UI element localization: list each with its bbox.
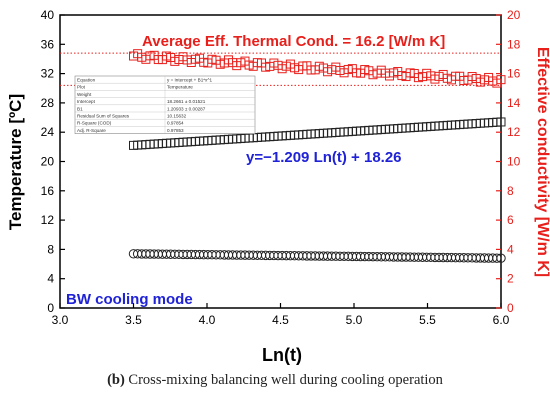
fit-table-value: y = Intercept + B1*x^1 — [167, 78, 213, 83]
x-tick-label: 5.5 — [419, 313, 436, 327]
caption-label: (b) — [107, 372, 125, 388]
y-right-tick-label: 8 — [507, 184, 514, 198]
y-left-tick-label: 32 — [41, 67, 55, 81]
y-right-tick-label: 2 — [507, 272, 514, 286]
y-right-tick-label: 4 — [507, 242, 514, 256]
y-left-tick-label: 16 — [41, 184, 55, 198]
y-right-tick-label: 12 — [507, 125, 521, 139]
fit-table-value: 10.15632 — [167, 114, 187, 119]
fit-table-key: Adj. R-Square — [77, 128, 106, 133]
series-1 — [128, 249, 506, 263]
y-right-tick-label: 14 — [507, 96, 521, 110]
data-point — [496, 75, 506, 85]
y-right-tick-label: 20 — [507, 8, 521, 22]
fit-table-value: 0.97854 — [167, 121, 184, 126]
x-tick-label: 4.0 — [199, 313, 216, 327]
fit-table-key: Residual Sum of Squares — [77, 114, 130, 119]
x-tick-label: 5.0 — [346, 313, 363, 327]
fit-table-value: 1.20933 ± 0.00287 — [167, 106, 206, 111]
fit-table: Equation y = Intercept + B1*x^1 Plot Temper… — [74, 75, 256, 134]
y-left-tick-label: 24 — [41, 125, 55, 139]
y-left-tick-label: 4 — [47, 272, 54, 286]
y-right-tick-label: 16 — [507, 67, 521, 81]
fit-table-value: Temperature — [167, 85, 193, 90]
y-left-tick-label: 20 — [41, 155, 55, 169]
data-point — [496, 253, 506, 263]
fit-table-value: 0.97853 — [167, 128, 184, 133]
fit-equation-annotation: y=−1.209 Ln(t) + 18.26 — [246, 149, 402, 166]
y-axis-left-title: Temperature [ºC] — [6, 94, 25, 230]
y-right-tick-label: 6 — [507, 213, 514, 227]
fit-table-key: R-Square (COD) — [77, 121, 112, 126]
fit-table-key: Weight — [77, 92, 92, 97]
y-left-tick-label: 12 — [41, 213, 55, 227]
y-left-tick-label: 40 — [41, 8, 55, 22]
fit-table-value: 18.2661 ± 0.01521 — [167, 99, 206, 104]
mode-label-annotation: BW cooling mode — [66, 291, 193, 308]
x-axis-title: Ln(t) — [262, 345, 302, 365]
series-2 — [129, 49, 506, 88]
caption-text: Cross-mixing balancing well during cooli… — [124, 372, 443, 388]
y-left-tick-label: 8 — [47, 242, 54, 256]
x-tick-label: 3.0 — [52, 313, 69, 327]
average-annotation: Average Eff. Thermal Cond. = 16.2 [W/m K… — [142, 33, 445, 50]
x-tick-label: 4.5 — [272, 313, 289, 327]
fit-table-key: Plot — [77, 85, 86, 90]
y-axis-right-title: Effective conductivity [W/m K] — [534, 47, 550, 277]
fit-table-key: Intercept — [77, 99, 96, 104]
series-0 — [129, 117, 506, 150]
x-tick-label: 6.0 — [493, 313, 510, 327]
figure-caption: (b) Cross-mixing balancing well during c… — [0, 372, 550, 389]
fit-table-key: Equation — [77, 78, 96, 83]
fit-table-key: B1 — [77, 106, 83, 111]
y-right-tick-label: 18 — [507, 37, 521, 51]
y-left-tick-label: 36 — [41, 37, 55, 51]
data-point — [496, 117, 506, 127]
x-tick-label: 3.5 — [125, 313, 142, 327]
y-right-tick-label: 10 — [507, 155, 521, 169]
data-point — [492, 253, 502, 263]
y-left-tick-label: 28 — [41, 96, 55, 110]
y-left-tick-label: 0 — [47, 301, 54, 315]
y-right-tick-label: 0 — [507, 301, 514, 315]
